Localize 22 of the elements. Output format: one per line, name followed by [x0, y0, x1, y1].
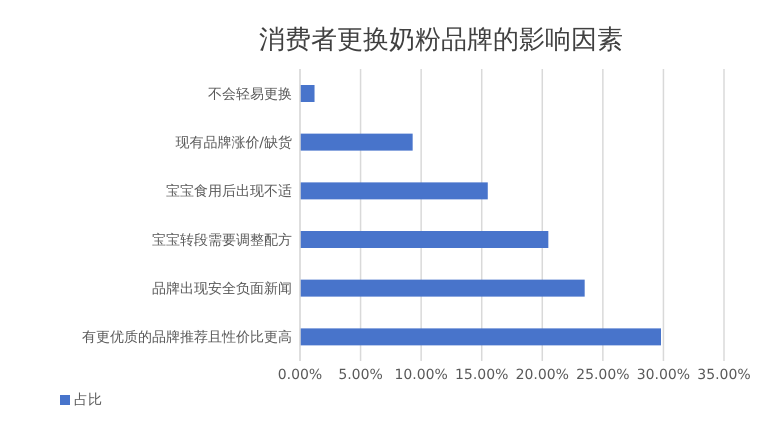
bar [300, 231, 548, 248]
bar [300, 328, 662, 346]
x-tick-label: 35.00% [697, 366, 751, 383]
x-tick-label: 15.00% [455, 366, 508, 383]
bar [300, 85, 315, 102]
legend-label: 占比 [74, 392, 102, 408]
bar [300, 280, 585, 297]
y-tick-label: 现有品牌涨价/缺货 [175, 134, 292, 151]
y-tick-label: 宝宝转段需要调整配方 [152, 232, 292, 248]
x-tick-label: 5.00% [338, 366, 383, 383]
chart-title: 消费者更换奶粉品牌的影响因素 [258, 24, 624, 57]
y-tick-label: 宝宝食用后出现不适 [166, 184, 292, 200]
x-tick-label: 30.00% [636, 366, 690, 383]
y-tick-label: 不会轻易更换 [208, 86, 292, 102]
x-tick-label: 20.00% [516, 366, 569, 383]
bar [300, 182, 488, 200]
x-tick-label: 10.00% [394, 366, 448, 383]
y-tick-label: 有更优质的品牌推荐且性价比更高 [82, 330, 292, 346]
bar [300, 134, 413, 151]
y-tick-label: 品牌出现安全负面新闻 [152, 280, 292, 297]
x-tick-label: 25.00% [576, 366, 630, 383]
x-tick-label: 0.00% [278, 366, 322, 383]
